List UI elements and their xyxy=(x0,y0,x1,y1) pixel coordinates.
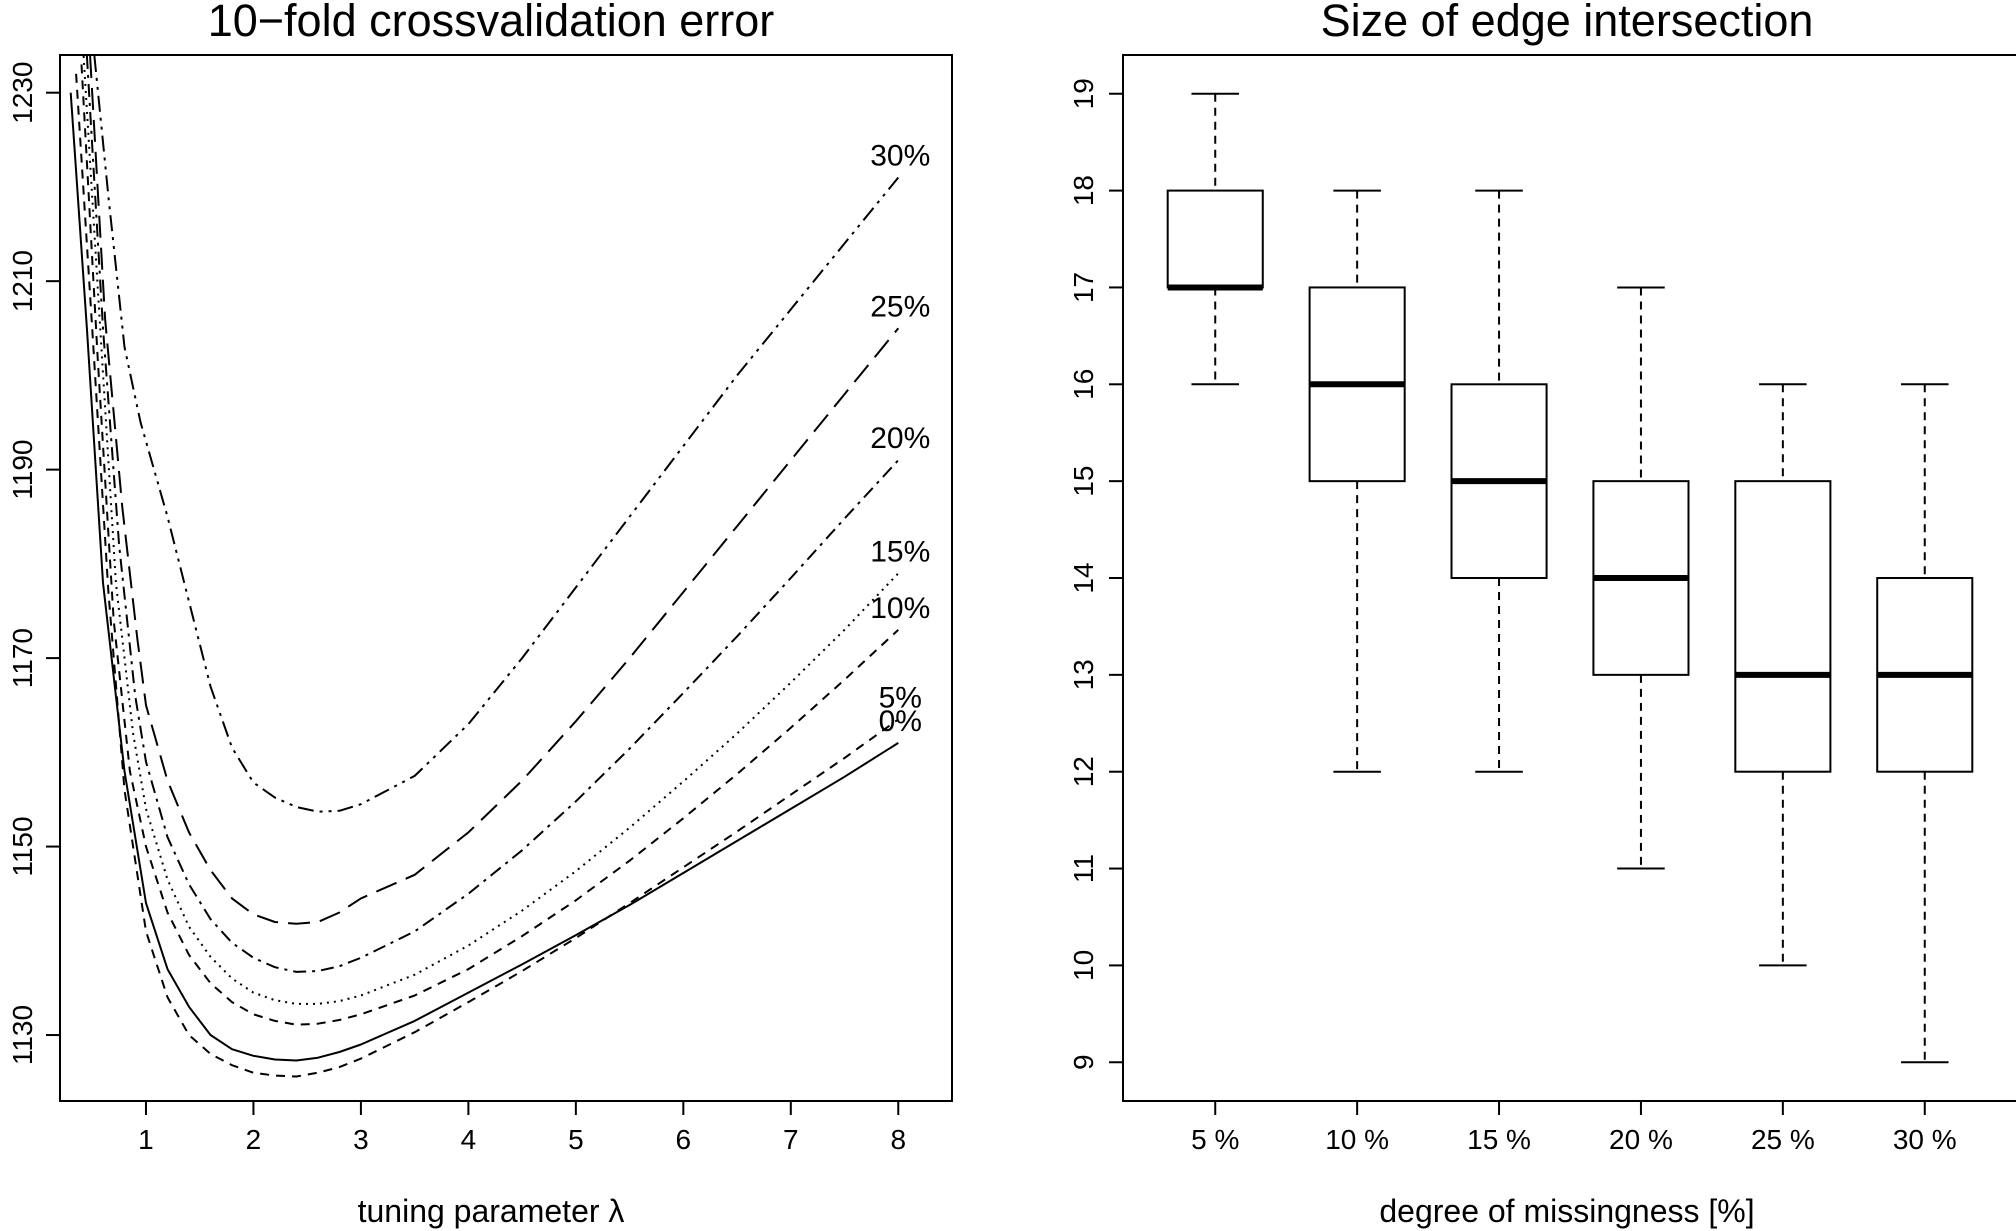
curve-label-20pct: 20% xyxy=(870,422,930,455)
cv-error-title: 10−fold crossvalidation error xyxy=(208,0,775,46)
curve-20pct xyxy=(85,55,900,973)
cv-error-y-axis: 1130 1150 1170 1190 1210 1230 xyxy=(7,62,60,1065)
x-tick-label: 6 xyxy=(676,1124,692,1155)
y-tick-label: 1190 xyxy=(7,440,38,500)
iqr-box xyxy=(1166,189,1264,289)
curve-label-0pct: 0% xyxy=(879,705,922,738)
curve-label-5pct: 5% xyxy=(879,681,922,714)
y-tick-label: 1130 xyxy=(7,1005,38,1065)
edge-intersection-panel: Size of edge intersection 9 10 11 12 13 14 15 1… xyxy=(1068,0,2016,1229)
y-tick-label: 13 xyxy=(1068,659,1099,690)
x-tick-label: 15 % xyxy=(1467,1124,1531,1155)
iqr-box xyxy=(1734,480,1832,773)
x-tick-label: 4 xyxy=(461,1124,477,1155)
y-tick-label: 1210 xyxy=(7,250,38,312)
curve-label-25pct: 25% xyxy=(870,290,930,323)
y-tick-label: 15 xyxy=(1068,466,1099,497)
curve-10pct xyxy=(80,64,899,1026)
y-tick-label: 14 xyxy=(1068,562,1099,593)
y-tick-label: 12 xyxy=(1068,756,1099,787)
curve-label-15pct: 15% xyxy=(870,535,930,568)
y-tick-label: 10 xyxy=(1068,950,1099,981)
edge-intersection-y-axis: 9 10 11 12 13 14 15 16 17 18 19 xyxy=(1068,78,1123,1070)
cv-error-x-label: tuning parameter λ xyxy=(358,1193,625,1229)
curve-30pct xyxy=(93,55,900,813)
curve-25pct xyxy=(89,55,900,925)
y-tick-label: 1150 xyxy=(7,816,38,876)
y-tick-label: 1170 xyxy=(7,628,38,688)
curve-label-10pct: 10% xyxy=(870,592,930,625)
x-tick-label: 3 xyxy=(353,1124,369,1155)
edge-intersection-title: Size of edge intersection xyxy=(1321,0,1814,46)
cv-error-curve-labels: 0%5% 10% 15% 20% 25% 30% xyxy=(870,140,930,738)
y-tick-label: 16 xyxy=(1068,369,1099,400)
edge-intersection-x-axis: 5 % 10 % 15 % 20 % 25 % 30 % xyxy=(1191,1101,1957,1155)
x-tick-label: 1 xyxy=(138,1124,154,1155)
x-tick-label: 2 xyxy=(246,1124,262,1155)
x-tick-label: 7 xyxy=(783,1124,799,1155)
y-tick-label: 18 xyxy=(1068,175,1099,206)
y-tick-label: 19 xyxy=(1068,78,1099,109)
curve-0pct xyxy=(69,92,899,1062)
boxplot-15pct xyxy=(1450,189,1548,773)
curve-5pct xyxy=(75,73,899,1078)
x-tick-label: 25 % xyxy=(1751,1124,1815,1155)
boxplot-20pct xyxy=(1592,286,1690,870)
cv-error-panel: 10−fold crossvalidation error 1130115011… xyxy=(7,0,953,1229)
edge-intersection-x-label: degree of missingness [%] xyxy=(1379,1193,1754,1229)
y-tick-label: 1230 xyxy=(7,62,38,124)
x-tick-label: 5 % xyxy=(1191,1124,1239,1155)
x-tick-label: 30 % xyxy=(1893,1124,1957,1155)
cv-error-plot-frame xyxy=(59,54,953,1102)
x-tick-label: 5 xyxy=(568,1124,584,1155)
cv-error-x-axis: 1 2 3 4 5 6 7 8 xyxy=(138,1101,906,1155)
curve-label-30pct: 30% xyxy=(870,140,930,173)
boxplot-5pct xyxy=(1166,92,1264,386)
y-tick-label: 11 xyxy=(1068,854,1099,883)
y-tick-label: 17 xyxy=(1068,272,1099,303)
y-tick-label: 9 xyxy=(1068,1054,1099,1070)
boxplot-30pct xyxy=(1876,383,1974,1064)
boxplot-10pct xyxy=(1308,189,1406,773)
cv-error-curves xyxy=(69,55,900,1078)
edge-intersection-boxes xyxy=(1166,92,1974,1064)
boxplot-25pct xyxy=(1734,383,1832,967)
x-tick-label: 20 % xyxy=(1609,1124,1673,1155)
x-tick-label: 10 % xyxy=(1325,1124,1389,1155)
x-tick-label: 8 xyxy=(890,1124,906,1155)
